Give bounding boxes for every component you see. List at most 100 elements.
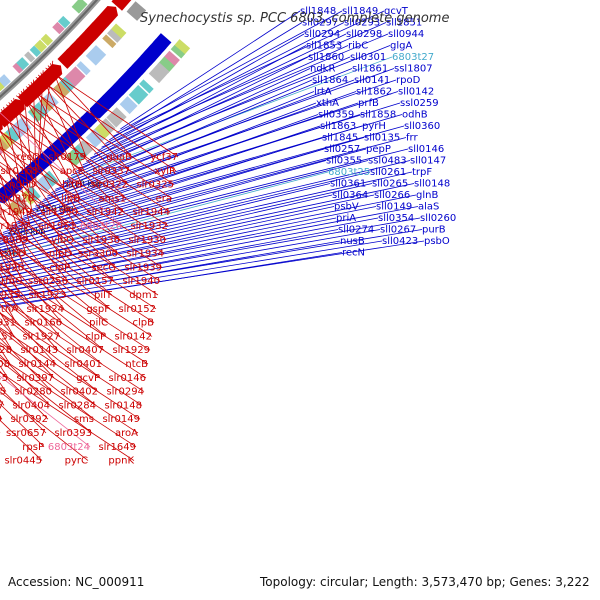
gene-label[interactable]: sll0261 [370,167,406,178]
gene-label[interactable]: psbV [334,202,359,213]
gene-label[interactable]: slr1935 [0,290,20,301]
gene-label[interactable]: sll0355 [326,156,362,167]
gene-label[interactable]: slr1939 [124,262,162,273]
gene-label[interactable]: priA [336,213,356,224]
gene-label[interactable]: apcE [60,166,84,177]
gene-label[interactable]: 6803t26 [80,221,122,232]
gene-label[interactable]: sll0944 [388,29,424,40]
gene-label[interactable]: sll1845 [322,133,358,144]
gene-label[interactable]: sll0274 [338,225,374,236]
gene-label[interactable]: slr0401 [64,359,102,370]
gene-label[interactable]: slr0157 [76,276,114,287]
gene-label[interactable]: ssl0483 [368,156,407,167]
gene-label[interactable]: ycf39 [0,414,2,425]
gene-label[interactable]: slr0143 [20,345,58,356]
gene-label[interactable]: gcvP [76,373,100,384]
gene-label[interactable]: sll0359 [318,110,354,121]
gene-label[interactable]: slr1942 [86,207,124,218]
gene-label[interactable]: odhB [402,110,428,121]
gene-label[interactable]: ssl1807 [394,64,433,75]
gene-label[interactable]: sll0257 [324,144,360,155]
gene-label[interactable]: slr0322 [90,180,128,191]
gene-label[interactable]: sll0293 [344,18,380,29]
gene-label[interactable]: slr0393 [54,428,92,439]
gene-label[interactable]: alaS [418,202,439,213]
gene-label[interactable]: hitB [62,180,82,191]
gene-label[interactable]: sll0354 [378,213,414,224]
gene-label[interactable]: sll1853 [306,41,342,52]
gene-label[interactable]: gspF [86,304,110,315]
gene-label[interactable]: sll0146 [408,144,444,155]
gene-label[interactable]: psbO [424,236,450,247]
gene-label[interactable]: slr0168 [0,166,38,177]
gene-label[interactable]: sll0423 [382,236,418,247]
gene-label[interactable]: sll0297 [302,18,338,29]
gene-label[interactable]: secG [91,262,116,273]
gene-label[interactable]: sll1861 [352,64,388,75]
gene-label[interactable]: recO [17,152,41,163]
gene-label[interactable]: sll1860 [308,52,344,63]
gene-label[interactable]: sll0141 [354,75,390,86]
gene-label[interactable]: prfB [358,98,379,109]
gene-label[interactable]: ppnK [108,456,134,467]
gene-label[interactable]: sll0294 [304,29,340,40]
gene-label[interactable]: sll0142 [398,87,434,98]
gene-label[interactable]: sll0267 [380,225,416,236]
gene-label[interactable]: era [156,193,172,204]
gene-label[interactable]: mtnA [0,304,18,315]
gene-label[interactable]: slr1950 [40,207,78,218]
gene-label[interactable]: slr0320 [0,193,34,204]
gene-label[interactable]: slr0149 [102,414,140,425]
gene-label[interactable]: ndkR [310,64,335,75]
gene-label[interactable]: ssr0657 [6,428,46,439]
gene-label[interactable]: rpoD [396,75,421,86]
gene-label[interactable]: sll0260 [420,213,456,224]
gene-label[interactable]: sll1862 [356,87,392,98]
gene-label[interactable]: slr0285 [0,387,6,398]
gene-label[interactable]: slr1929 [112,345,150,356]
gene-label[interactable]: slr0408 [0,359,10,370]
gene-label[interactable]: sll0149 [376,202,412,213]
gene-label[interactable]: sll0360 [404,121,440,132]
gene-label[interactable]: ssr3300 [78,249,118,260]
gene-label[interactable]: sll0135 [364,133,400,144]
gene-label[interactable]: slr1924 [26,304,64,315]
gene-label[interactable]: nlpD [49,249,72,260]
gene-label[interactable]: slr1930 [128,235,166,246]
gene-label[interactable]: sll0147 [410,156,446,167]
gene-label[interactable]: sll0298 [346,29,382,40]
gene-label[interactable]: slr0325 [136,180,174,191]
gene-label[interactable]: slr0146 [108,373,146,384]
gene-label[interactable]: slr0280 [14,387,52,398]
gene-label[interactable]: 6803t25 [328,167,370,178]
gene-label[interactable]: sll1848 [300,6,336,17]
gene-label[interactable]: slr0989 [0,235,28,246]
gene-label[interactable]: sll1864 [312,75,348,86]
gene-label[interactable]: slr0404 [12,400,50,411]
gene-label[interactable]: slr1949 [0,207,32,218]
gene-label[interactable]: pilT [94,290,113,301]
gene-label[interactable]: trpF [412,167,432,178]
gene-label[interactable]: clpP [49,262,70,273]
gene-label[interactable]: sll0148 [414,179,450,190]
gene-label[interactable]: slr1951 [38,221,76,232]
gene-label[interactable]: slr0145 [0,373,8,384]
gene-label[interactable]: slr1926 [0,262,24,273]
gene-label[interactable]: 6803t27 [392,52,434,63]
gene-label[interactable]: rfbC [1,276,22,287]
gene-label[interactable]: sll0364 [332,190,368,201]
gene-label[interactable]: recN [342,248,365,259]
gene-label[interactable]: slr0152 [118,304,156,315]
gene-label[interactable]: aroA [115,428,138,439]
gene-label[interactable]: 6803t24 [48,442,90,453]
gene-label[interactable]: purB [422,225,446,236]
gene-label[interactable]: sll0301 [350,52,386,63]
gene-label[interactable]: ssr0256 [28,276,68,287]
gene-label[interactable]: pyrC [65,456,88,467]
gene-label[interactable]: slr1931 [0,318,16,329]
gene-label[interactable]: slr0402 [60,387,98,398]
gene-label[interactable]: ndhD [9,180,36,191]
gene-label[interactable]: slr0337 [92,166,130,177]
gene-label[interactable]: slr0142 [114,331,152,342]
